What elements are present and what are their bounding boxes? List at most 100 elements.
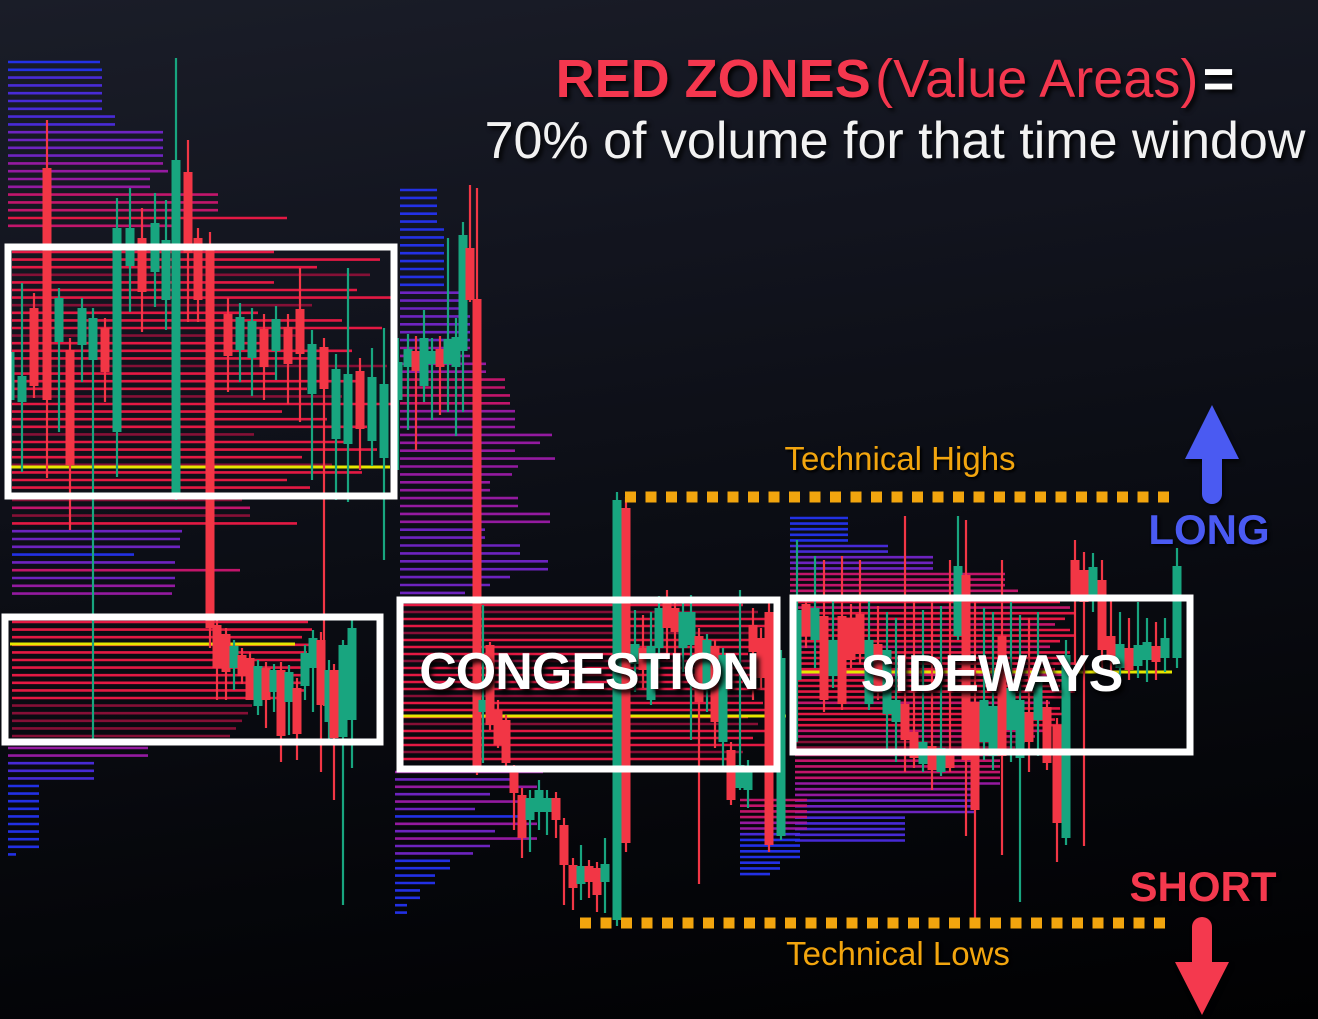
candle-body bbox=[864, 640, 874, 704]
candle-body bbox=[221, 634, 231, 672]
candle-body bbox=[379, 384, 389, 458]
candle-body bbox=[347, 628, 357, 720]
candle-body bbox=[465, 248, 475, 300]
candle-body bbox=[828, 640, 838, 676]
candle-body bbox=[961, 575, 971, 760]
candle-body bbox=[308, 638, 318, 668]
candle-body bbox=[307, 344, 317, 394]
short-label: SHORT bbox=[1129, 863, 1277, 910]
candle-body bbox=[223, 314, 233, 356]
candle-body bbox=[1024, 712, 1034, 742]
candle-body bbox=[801, 604, 811, 636]
candle-body bbox=[1133, 645, 1143, 666]
candle-body bbox=[42, 168, 52, 400]
candle-body bbox=[936, 748, 946, 772]
long-label: LONG bbox=[1148, 506, 1270, 553]
sideways-label: SIDEWAYS bbox=[860, 645, 1124, 703]
candle-body bbox=[646, 646, 656, 700]
candle-body bbox=[837, 616, 847, 704]
candle-body bbox=[137, 238, 147, 292]
short-arrow-icon bbox=[1174, 916, 1230, 1016]
candle-body bbox=[1124, 648, 1134, 670]
long-arrow-icon bbox=[1184, 404, 1240, 506]
title-line2: 70% of volume for that time window bbox=[484, 112, 1306, 171]
candle-body bbox=[411, 351, 421, 371]
candle-body bbox=[501, 720, 511, 763]
candle-body bbox=[271, 319, 281, 351]
candle-body bbox=[403, 349, 413, 367]
candle-body bbox=[534, 790, 544, 812]
page-title: RED ZONES (Value Areas) = 70% of volume … bbox=[420, 48, 1318, 172]
candle-body bbox=[819, 616, 829, 700]
candle-body bbox=[927, 746, 937, 770]
candle-body bbox=[945, 750, 955, 768]
candle-body bbox=[451, 337, 461, 367]
candle-body bbox=[324, 670, 334, 722]
candle-body bbox=[517, 795, 527, 838]
candle-body bbox=[1088, 567, 1098, 598]
candle-body bbox=[29, 308, 39, 386]
candle-body bbox=[478, 700, 488, 712]
candle-body bbox=[458, 235, 468, 351]
candle-body bbox=[338, 645, 348, 737]
candle-body bbox=[748, 625, 758, 652]
candle-body bbox=[472, 299, 482, 770]
candle-body bbox=[678, 612, 688, 648]
candle-body bbox=[1151, 646, 1161, 662]
candle-body bbox=[419, 338, 429, 386]
candle-body bbox=[525, 798, 535, 820]
candle-body bbox=[292, 688, 302, 734]
candle-body bbox=[1115, 644, 1125, 668]
candle-body bbox=[873, 644, 883, 690]
candle-body bbox=[485, 645, 495, 725]
title-red-zones: RED ZONES bbox=[555, 49, 871, 109]
candle-body bbox=[319, 347, 329, 389]
candle-body bbox=[792, 610, 802, 680]
candle-body bbox=[183, 172, 193, 253]
candle-body bbox=[205, 250, 215, 628]
candle-body bbox=[253, 666, 263, 706]
candle-body bbox=[909, 732, 919, 758]
candle-body bbox=[112, 228, 122, 432]
candle-body bbox=[1160, 638, 1170, 658]
candle-body bbox=[592, 868, 602, 895]
congestion-label: CONGESTION bbox=[419, 643, 760, 701]
candle-body bbox=[77, 308, 87, 345]
candle-body bbox=[1033, 680, 1043, 720]
candle-body bbox=[970, 702, 980, 810]
candle-body bbox=[559, 825, 569, 865]
candle-body bbox=[654, 608, 664, 648]
candle-body bbox=[1042, 707, 1052, 763]
candle-body bbox=[100, 328, 110, 372]
congestion-box bbox=[396, 596, 781, 773]
candle-body bbox=[65, 350, 75, 465]
candle-body bbox=[743, 766, 753, 790]
candle-body bbox=[630, 644, 640, 664]
candle-body bbox=[988, 706, 998, 756]
technical-lows-label: Technical Lows bbox=[786, 935, 1010, 972]
candle-body bbox=[670, 608, 680, 632]
candle-body bbox=[247, 321, 257, 358]
candle-body bbox=[54, 298, 64, 342]
candle-body bbox=[237, 655, 247, 676]
candle-body bbox=[367, 377, 377, 441]
candle-body bbox=[229, 646, 239, 668]
candle-body bbox=[284, 672, 294, 702]
candle-body bbox=[300, 653, 310, 686]
candle-body bbox=[283, 327, 293, 364]
candle-body bbox=[702, 640, 712, 690]
title-value-areas: (Value Areas) bbox=[875, 49, 1199, 109]
candle-body bbox=[269, 670, 279, 692]
candle-body bbox=[891, 700, 901, 722]
candle-body bbox=[1097, 580, 1107, 650]
candle-body bbox=[1006, 688, 1016, 730]
short-arrow-shape bbox=[1175, 917, 1229, 1015]
lower-left-value-area bbox=[1, 613, 384, 746]
candle-body bbox=[443, 339, 453, 364]
candle-body bbox=[161, 240, 171, 300]
candle-body bbox=[776, 658, 786, 836]
candle-body bbox=[718, 655, 728, 742]
candle-body bbox=[568, 865, 578, 888]
